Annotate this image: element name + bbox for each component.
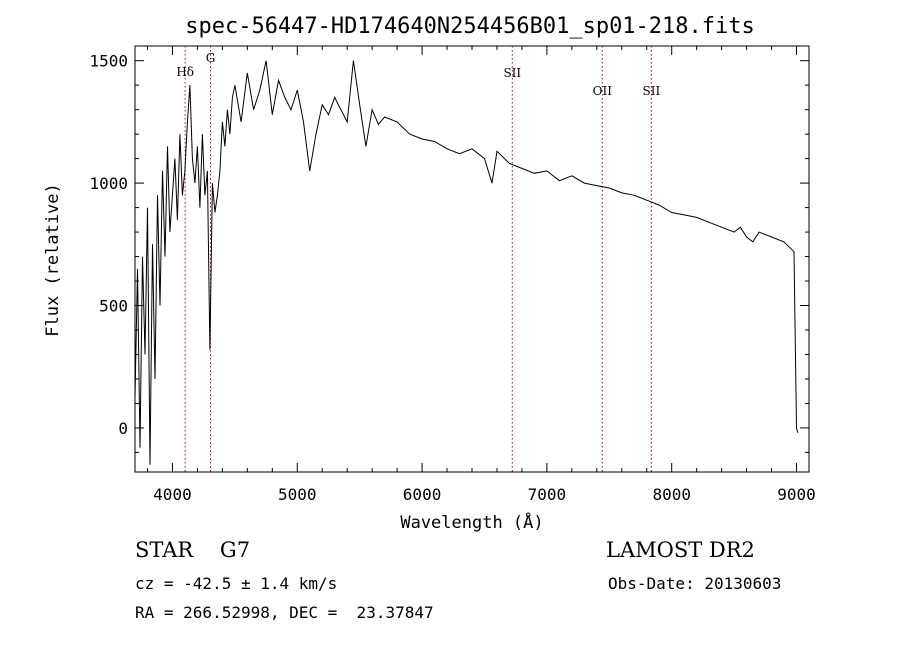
y-tick-label: 0 <box>118 419 128 438</box>
x-axis-label: Wavelength (Å) <box>400 511 543 533</box>
feature-label: OII <box>593 84 613 98</box>
object-class-label: STAR G7 <box>135 538 251 562</box>
x-axis-ticks: 4000 5000 6000 7000 8000 9000 <box>146 46 816 504</box>
x-tick-label: 8000 <box>652 485 691 504</box>
radec-text: RA = 266.52998, DEC = 23.37847 <box>135 603 434 622</box>
feature-label: SII <box>643 84 661 98</box>
x-tick-label: 6000 <box>403 485 442 504</box>
y-tick-label: 1000 <box>89 174 128 193</box>
survey-label: LAMOST DR2 <box>606 538 755 562</box>
y-axis-label: Flux (relative) <box>43 183 63 337</box>
x-tick-label: 9000 <box>777 485 816 504</box>
feature-label: Hδ <box>176 65 194 79</box>
y-axis-ticks: 0 500 1000 1500 <box>89 52 809 453</box>
feature-label: SII <box>503 66 521 80</box>
chart-title: spec-56447-HD174640N254456B01_sp01-218.f… <box>185 14 755 39</box>
x-tick-label: 5000 <box>278 485 317 504</box>
y-tick-label: 1500 <box>89 52 128 71</box>
plot-frame <box>134 45 810 473</box>
obs-date-text: Obs-Date: 20130603 <box>608 574 782 593</box>
x-tick-label: 7000 <box>528 485 567 504</box>
feature-label: G <box>206 51 216 65</box>
y-tick-label: 500 <box>99 297 128 316</box>
feature-lines: Hδ G SII OII SII <box>176 46 660 472</box>
redshift-text: cz = -42.5 ± 1.4 km/s <box>135 574 338 593</box>
x-tick-label: 4000 <box>153 485 192 504</box>
spectrum-line <box>134 60 799 465</box>
